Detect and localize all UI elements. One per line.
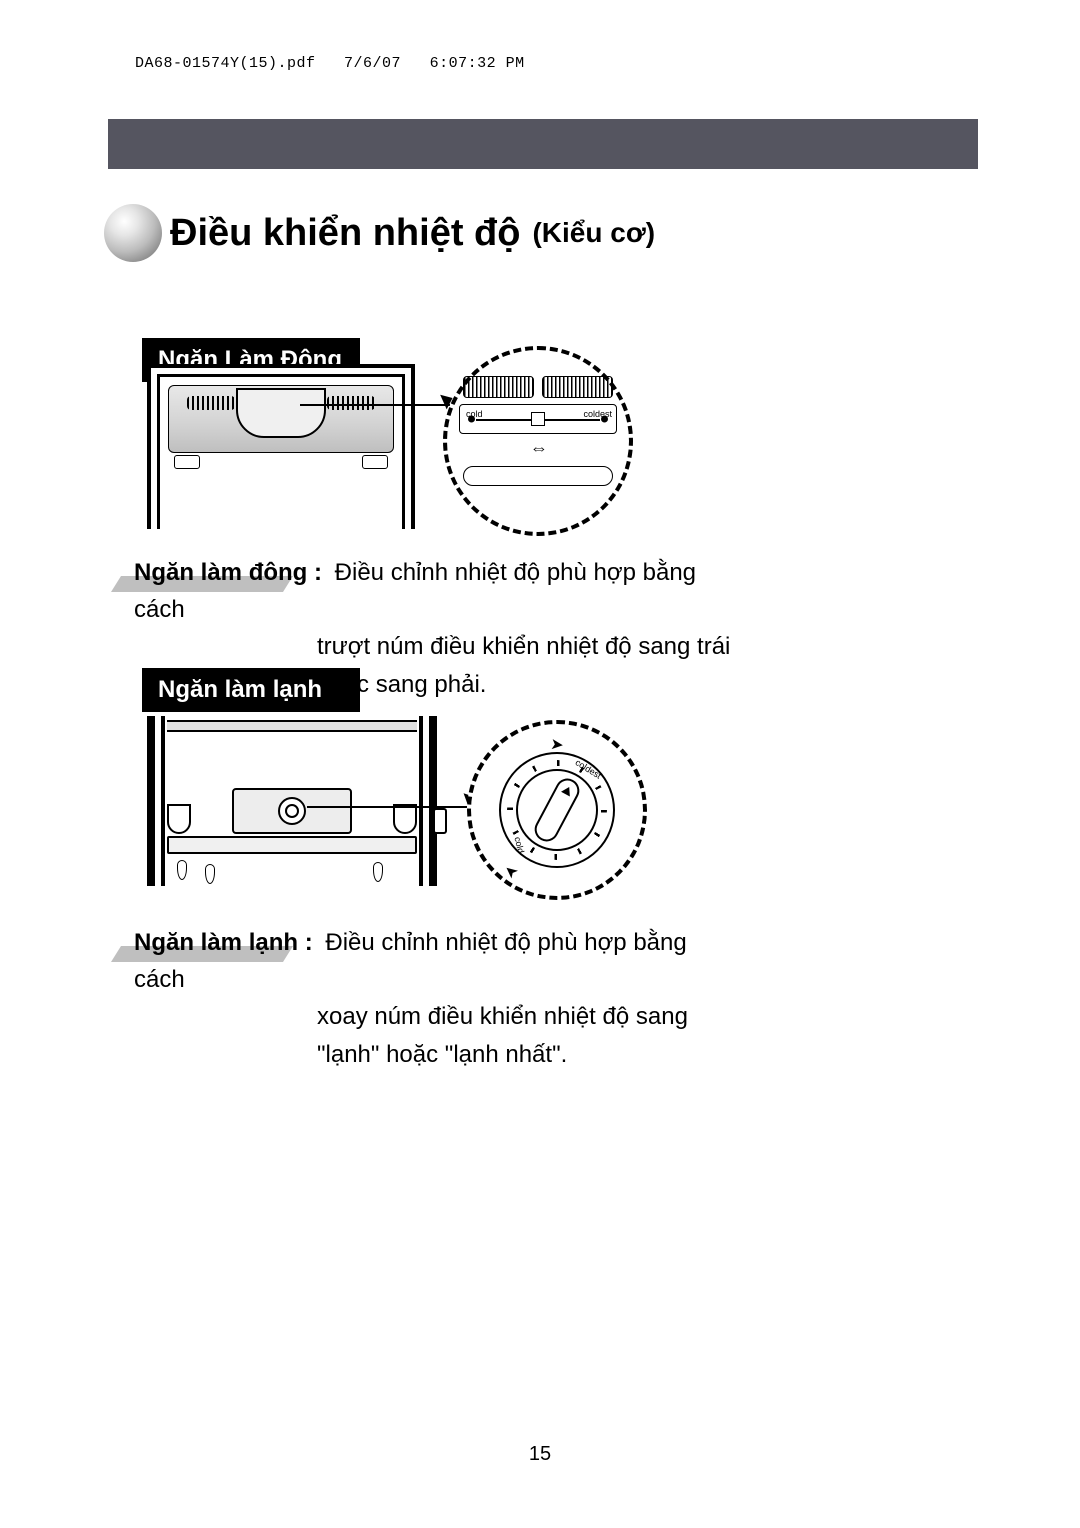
pdf-filename: DA68-01574Y(15).pdf — [135, 55, 316, 72]
fridge-desc-line2: xoay núm điều khiển nhiệt độ sang "lạnh"… — [317, 998, 734, 1072]
fridge-figure: coldest cold ➤ ➤ — [147, 716, 667, 886]
dial-knob-small-icon — [278, 797, 306, 825]
freezer-desc-line2: trượt núm điều khiển nhiệt độ sang trái … — [317, 628, 734, 702]
header-color-bar — [108, 119, 978, 169]
slider-knob-icon — [531, 412, 545, 426]
fridge-compartment-illustration — [147, 716, 437, 886]
fridge-desc-label: Ngăn làm lạnh : — [134, 929, 325, 956]
double-arrow-icon: ⇔ — [530, 438, 546, 459]
freezer-desc-label: Ngăn làm đông : — [134, 559, 335, 586]
door-handle-icon — [433, 808, 447, 834]
fridge-description: Ngăn làm lạnh : Điều chỉnh nhiệt độ phù … — [134, 924, 734, 1073]
fridge-section-badge: Ngăn làm lạnh — [142, 668, 360, 712]
page-title: Điều khiển nhiệt độ (Kiểu cơ) — [104, 204, 655, 262]
fridge-dial-housing — [232, 788, 352, 834]
title-sub-text: (Kiểu cơ) — [532, 217, 655, 249]
title-main-text: Điều khiển nhiệt độ — [170, 212, 520, 255]
fridge-zoom-callout: coldest cold ➤ ➤ — [467, 720, 647, 900]
sphere-bullet-icon — [104, 204, 162, 262]
freezer-slider-control-icon — [236, 388, 326, 438]
freezer-zoom-callout: cold coldest ⇔ — [443, 346, 633, 536]
rotate-arrow-icon: ➤ — [550, 735, 563, 753]
callout-leader-line — [307, 806, 467, 808]
pdf-metadata-line: DA68-01574Y(15).pdf 7/6/07 6:07:32 PM — [135, 55, 525, 72]
pdf-date: 7/6/07 — [344, 55, 401, 72]
page-number: 15 — [529, 1443, 551, 1466]
callout-leader-line — [300, 404, 450, 406]
freezer-figure: cold coldest ⇔ — [147, 364, 627, 529]
freezer-compartment-illustration — [147, 364, 415, 529]
pdf-time: 6:07:32 PM — [430, 55, 525, 72]
temperature-slider: cold coldest — [459, 404, 617, 434]
